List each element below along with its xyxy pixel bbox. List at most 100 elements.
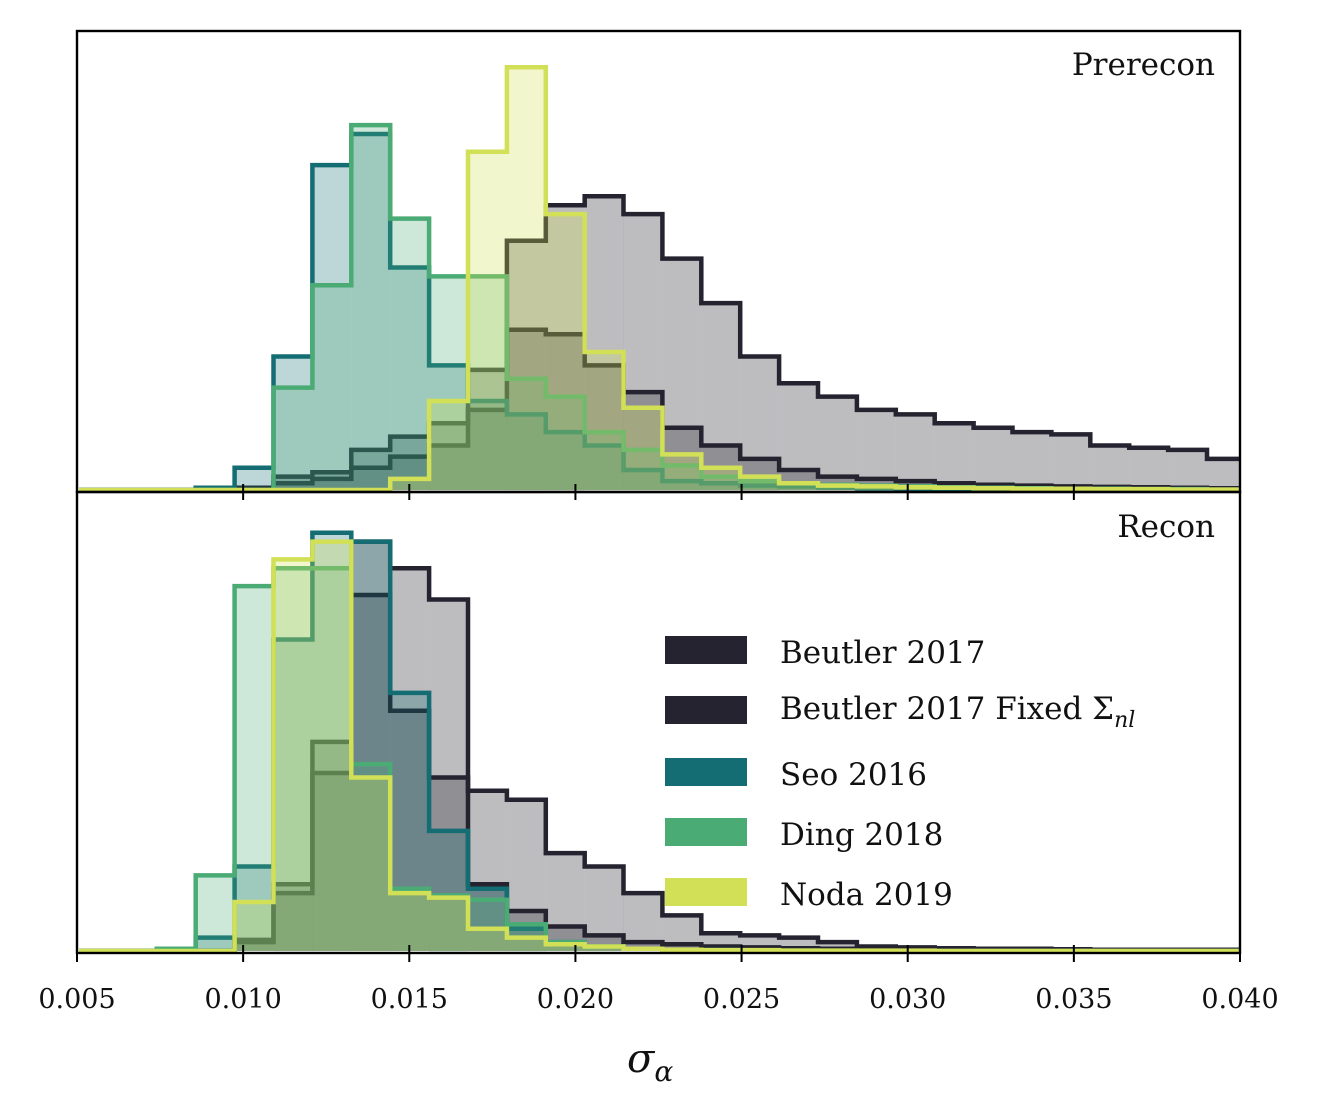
recon-label: Recon [1117,509,1215,545]
histogram-bar [429,897,468,951]
x-axis-label: σα [627,1036,673,1088]
histogram-bar [779,483,818,490]
histogram-bar [468,884,507,952]
histogram-bar [429,423,468,491]
histogram-bar [468,928,507,952]
histogram-bar [429,365,468,490]
x-tick-label: 0.005 [38,984,115,1015]
histogram-bar [623,407,663,490]
histogram-bar [623,449,663,490]
recon-frame [75,490,1242,955]
histogram-bar [662,454,702,490]
legend-label-seo-2016: Seo 2016 [780,757,927,793]
histogram-bar [1207,458,1240,491]
histogram-bar [1246,489,1285,490]
histogram-bar [740,476,780,490]
histogram-bar [390,692,430,951]
histogram-bar [351,777,391,952]
histogram-bar [545,926,585,951]
histogram-bar [506,928,546,952]
histogram-bar [584,365,624,490]
histogram-bar [468,276,507,490]
histogram-bar [312,741,352,952]
histogram-bar [545,214,585,490]
histogram-bar [623,470,663,490]
histogram-bar [1168,449,1207,490]
histogram-bar [934,423,974,491]
x-axis-ticks: 0.005 0.010 0.015 0.020 0.025 0.030 0.035 0.040 [38,484,1279,1015]
histogram-bar [390,893,430,951]
histogram-bar [273,639,313,951]
histogram-bar [312,773,352,951]
legend-label-noda-2019: Noda 2019 [780,877,953,913]
histogram-bar [701,303,741,490]
legend-swatch-beutler-2017-fixed [665,696,747,724]
histogram-bar [429,830,468,952]
histogram-bar [506,240,546,490]
histogram-bar [351,764,391,951]
x-tick-label: 0.040 [1201,984,1278,1015]
histogram-bar [1051,434,1091,490]
series-noda-2019 [79,539,1240,953]
x-tick-label: 0.020 [537,984,614,1015]
histogram-outline [79,539,1240,953]
histogram-bar [390,267,430,490]
histogram-bar [429,777,468,952]
histogram-bar [584,432,624,490]
legend-swatch-seo-2016 [665,758,747,786]
histogram-bar [740,481,780,490]
histogram-bar [312,568,352,951]
histogram-bar [623,214,663,490]
histogram-bar [468,151,507,491]
histogram-bar [506,414,546,491]
histogram-bar [351,125,391,490]
histogram-bar [662,258,702,490]
histogram-bar [273,884,313,952]
histogram-bar [506,67,546,491]
histogram-bar [545,205,585,490]
histogram-bar [429,895,468,951]
x-tick-label: 0.015 [371,984,448,1015]
histogram-outline [79,327,1240,492]
histogram-bar [195,875,235,952]
histogram-bar [662,465,702,490]
histogram-bar [1285,468,1317,490]
histogram-bar [429,276,468,490]
x-tick-label: 0.035 [1035,984,1112,1015]
histogram-bar [234,902,274,951]
prerecon-label: Prerecon [1072,47,1215,83]
histogram-bar [1090,445,1130,490]
histogram-bar [312,285,352,490]
legend-label-beutler-2017-fixed: Beutler 2017 Fixed Σnl [780,691,1135,733]
histogram-bar [468,409,507,490]
histogram-bar [701,476,741,490]
series-beutler-2017-fixed [79,592,1240,953]
histogram-bar [234,866,274,951]
x-tick-label: 0.030 [869,984,946,1015]
histogram-bar [234,939,274,951]
histogram-bar [234,586,274,951]
histogram-bar [584,352,624,490]
histogram-bar [351,134,391,490]
histogram-bar [390,218,430,490]
histogram-bar [351,541,391,951]
histogram-bar [506,329,546,490]
histogram-bar [468,899,507,951]
histogram-bar [195,937,235,951]
histogram-bar [273,893,313,951]
histogram-bar [545,944,585,951]
histogram-bar [545,396,585,491]
series-noda-2019 [79,65,1240,492]
histogram-bar [312,478,352,490]
histogram-bar [234,467,274,491]
histogram-bar [506,937,546,951]
histogram-bar [662,481,702,490]
histogram-bar [429,401,468,490]
histogram-bar [506,378,546,491]
x-tick-label: 0.010 [204,984,281,1015]
legend-label-ding-2018: Ding 2018 [780,817,943,853]
histogram-bar [545,334,585,491]
histogram-bar [1285,489,1317,490]
histogram-bar [468,369,507,491]
